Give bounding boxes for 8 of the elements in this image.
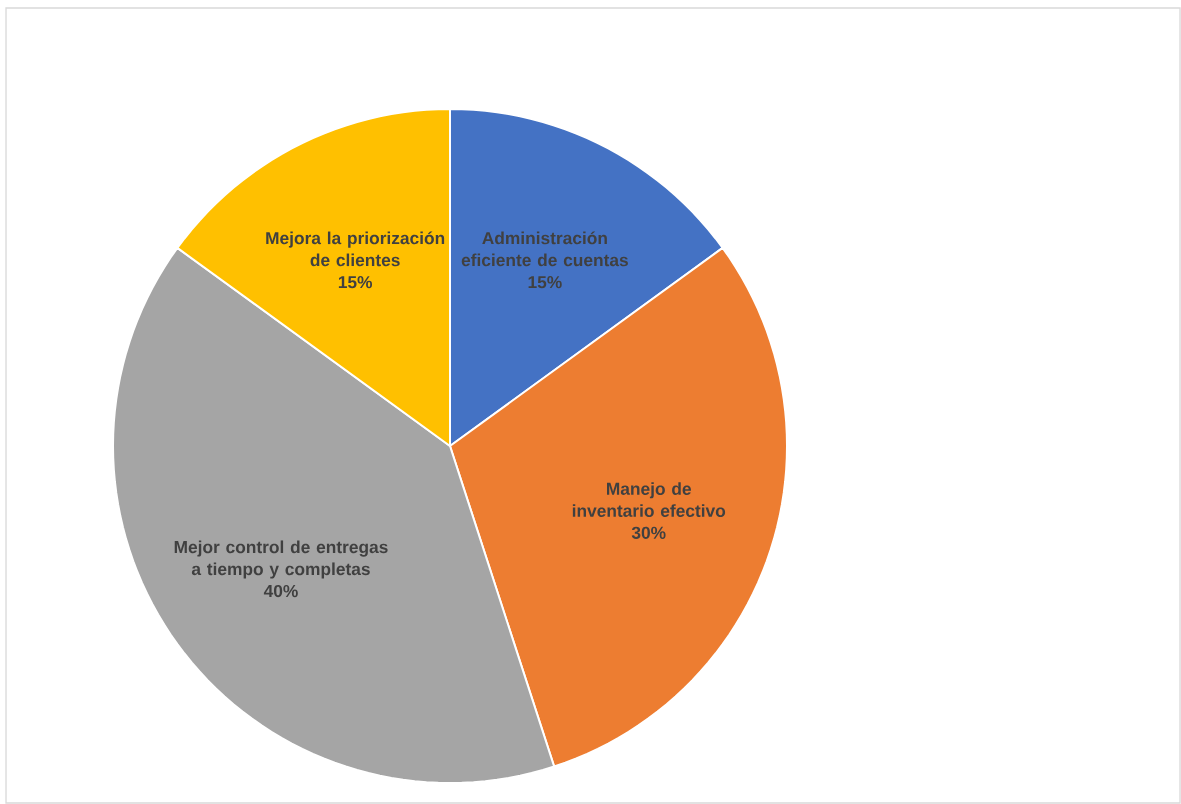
data-label: 15%: [338, 276, 373, 289]
slice-label: Administración eficiente de cuentas: [461, 231, 628, 267]
data-label: 15%: [528, 276, 562, 289]
data-label: 30%: [631, 526, 666, 539]
slice-label: Mejora la priorización de clientes: [266, 231, 445, 267]
slice-label: Manejo de inventario efectivo: [572, 482, 726, 517]
data-label: 40%: [263, 584, 298, 598]
slice-label: Mejor control de entregas a tiempo y completas: [174, 540, 388, 579]
